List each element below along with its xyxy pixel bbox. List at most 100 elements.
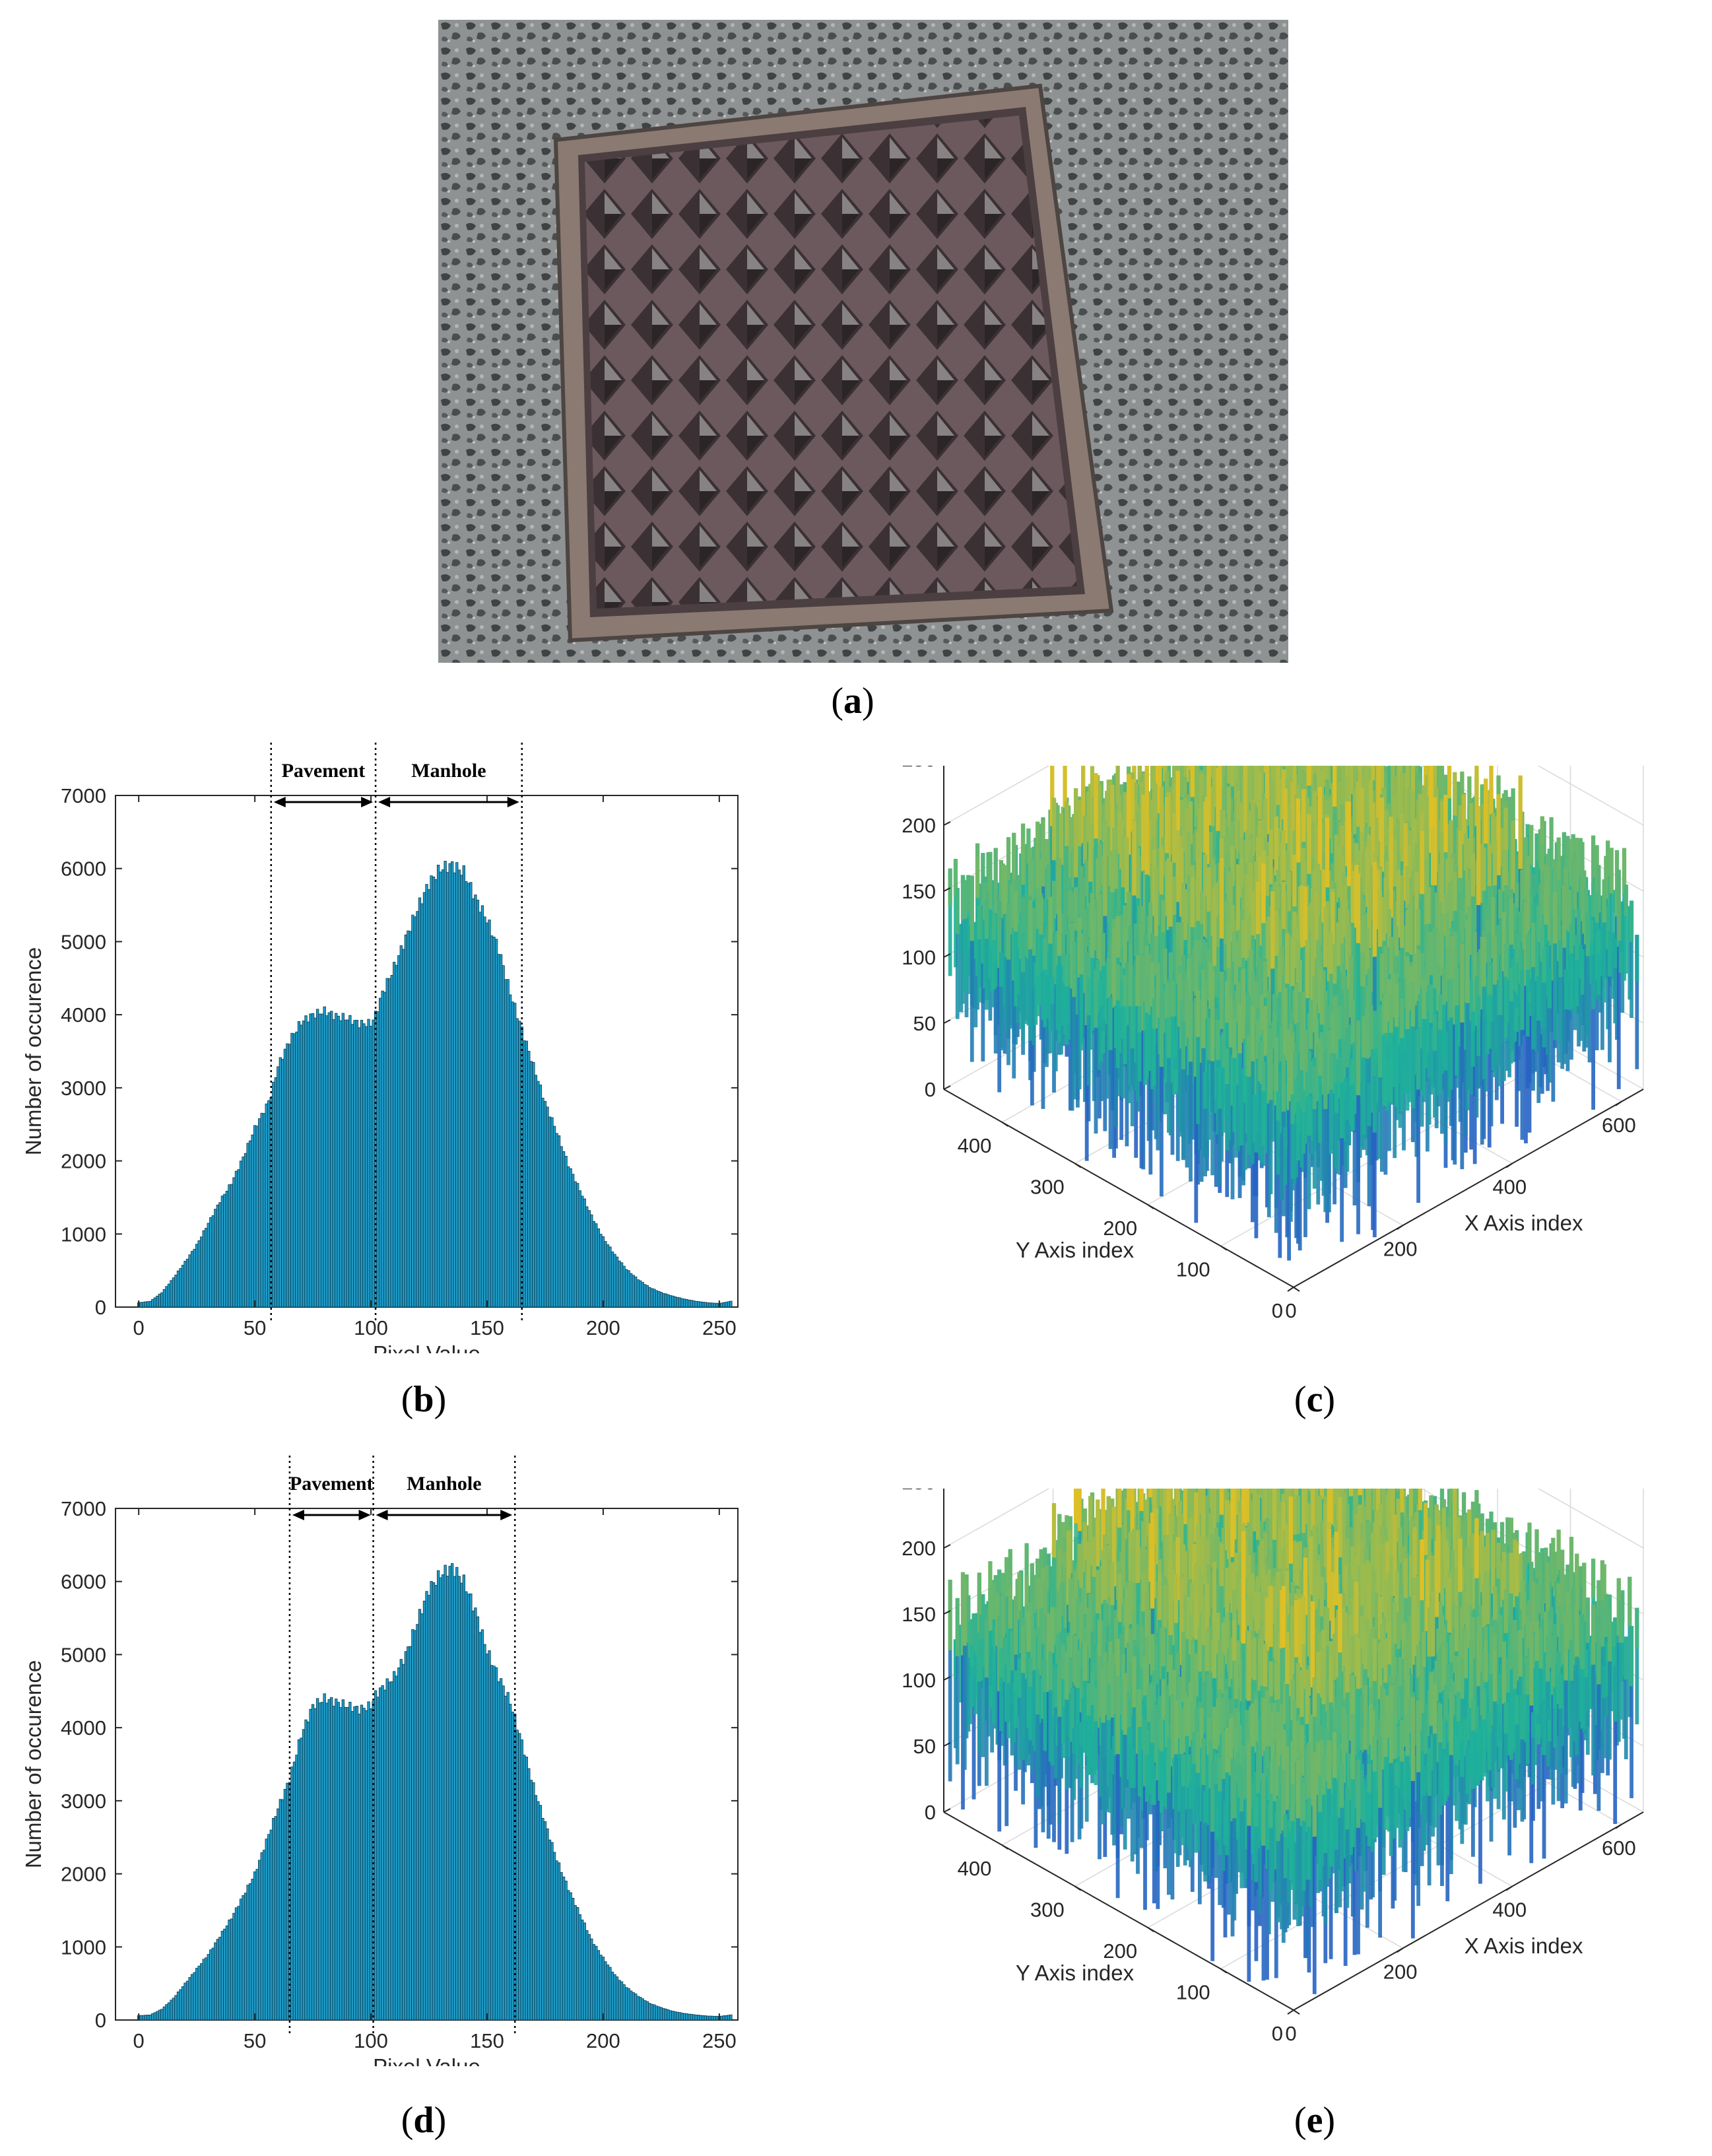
x-axis-label: Pixel Value <box>373 1341 480 1353</box>
histogram-bar <box>448 863 451 1308</box>
histogram-bar <box>650 1288 653 1308</box>
histogram-bar <box>534 1075 538 1308</box>
histogram-bar <box>615 1256 619 1308</box>
histogram-bar <box>195 1244 199 1308</box>
histogram-bar <box>613 1254 616 1308</box>
histogram-bar <box>676 1297 679 1308</box>
histogram-bar <box>162 1289 166 1308</box>
histogram-bar <box>302 1021 306 1308</box>
histogram-bar <box>606 1244 610 1308</box>
histogram-bar <box>383 992 387 1308</box>
x-tick-label: 0 <box>133 1316 145 1339</box>
histogram-bar <box>539 1085 543 1308</box>
histogram-bar <box>265 1103 268 1308</box>
histogram-bar <box>402 949 405 1308</box>
histogram-bar <box>237 1169 240 1308</box>
histogram-bar <box>358 1027 361 1308</box>
histogram-bar <box>639 1280 642 1308</box>
histogram-bar <box>292 1033 296 1308</box>
histogram-bar <box>599 1234 603 1308</box>
y-tick-label: 6000 <box>61 858 106 881</box>
histogram-bar <box>158 1293 162 1308</box>
histogram-bar <box>485 922 489 1308</box>
histogram-bar <box>566 1166 570 1308</box>
histogram-bar <box>390 974 393 1308</box>
histogram-bar <box>655 1290 659 1308</box>
histogram-bar <box>263 1113 266 1308</box>
histogram-bar <box>418 897 422 1308</box>
histogram-bar <box>604 1241 607 1308</box>
histogram-bar <box>315 1009 319 1308</box>
histogram-bar <box>341 1013 345 1308</box>
histogram-bar <box>687 1299 691 1308</box>
histogram-bar <box>662 1293 665 1308</box>
histogram-bar <box>223 1194 226 1308</box>
histogram-bar <box>260 1112 263 1308</box>
histogram-bar <box>704 1302 707 1308</box>
histogram-bar <box>690 1300 693 1308</box>
y-tick-label: 3000 <box>61 1077 106 1100</box>
y-axis-label: Number of occurence <box>21 947 46 1155</box>
histogram-bar <box>327 1012 331 1308</box>
histogram-bar <box>378 997 382 1308</box>
histogram-bar <box>142 1302 145 1308</box>
histogram-bar <box>399 945 403 1308</box>
histogram-bar <box>601 1236 605 1308</box>
histogram-bar <box>409 931 412 1308</box>
histogram-bar <box>427 889 431 1308</box>
region-label-pavement: Pavement <box>282 760 366 782</box>
histogram-bar <box>148 1300 152 1308</box>
grid-line <box>943 766 1050 826</box>
histogram-bar <box>234 1170 238 1308</box>
histogram-bar <box>230 1184 234 1308</box>
histogram-bar <box>304 1015 308 1308</box>
histogram-bar <box>504 979 508 1308</box>
histogram-bar <box>634 1276 638 1308</box>
histogram-bar <box>344 1019 347 1308</box>
histogram-bar <box>313 1017 317 1308</box>
histogram-bar <box>541 1098 544 1308</box>
surface-plot-c: 0200400600010020030040005010015020025030… <box>902 766 1644 1322</box>
histogram-bar <box>353 1020 356 1308</box>
arrow-head <box>361 797 374 807</box>
histogram-bar <box>170 1280 173 1308</box>
x-tick-label: 150 <box>470 1316 504 1339</box>
histogram-bar <box>283 1048 287 1308</box>
histogram-bar <box>692 1300 696 1308</box>
histogram-bar <box>160 1292 164 1308</box>
histogram-bar <box>197 1240 201 1308</box>
histogram-bar <box>209 1217 213 1308</box>
x-tick-label: 100 <box>354 1316 388 1339</box>
histogram-bar <box>446 872 449 1308</box>
histogram-bar <box>348 1015 352 1308</box>
histogram-bar <box>480 905 484 1308</box>
histogram-bar <box>587 1210 591 1308</box>
y-tick-label: 0 <box>95 1296 106 1319</box>
histogram-bar <box>335 1013 338 1308</box>
histogram-bar <box>174 1275 178 1308</box>
histogram-bar <box>253 1125 257 1308</box>
histogram-bar <box>572 1174 575 1308</box>
arrow-head <box>507 797 519 807</box>
histogram-bar <box>529 1061 533 1308</box>
histogram-bar <box>673 1296 677 1308</box>
histogram-bar <box>425 884 428 1308</box>
histogram-bar <box>569 1168 572 1308</box>
histogram-bar <box>525 1040 528 1308</box>
histogram-bar <box>290 1032 294 1308</box>
histogram-bar <box>618 1260 621 1308</box>
histogram-bar <box>488 920 491 1308</box>
histogram-bar <box>465 881 468 1308</box>
histogram-bar <box>636 1279 640 1308</box>
histogram-bar <box>332 1019 335 1308</box>
histogram-bar <box>629 1273 633 1308</box>
histogram-bar <box>279 1057 282 1308</box>
histogram-bar <box>441 869 445 1308</box>
histogram-b: 0 1000 2000 3000 4000 5000 6000 7000 0 50 100 150 20… <box>21 743 739 1353</box>
histogram-bar <box>620 1262 624 1308</box>
histogram-bar <box>188 1254 191 1308</box>
histogram-bar <box>720 1302 723 1308</box>
histogram-bar <box>193 1248 196 1308</box>
histogram-bar <box>624 1269 628 1308</box>
histogram-bar <box>397 955 401 1308</box>
